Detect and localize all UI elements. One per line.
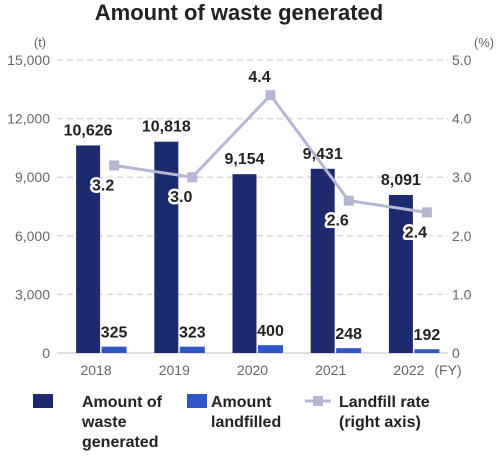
x-tick-label: 2022: [393, 362, 424, 378]
landfill-rate-label-halo: 2.4: [405, 224, 427, 241]
bars: 10,62632510,8183239,1544009,4312488,0911…: [64, 119, 441, 353]
landfilled-bar: [101, 346, 127, 353]
legend-swatch: [33, 394, 53, 408]
legend-label: Amount of waste generated: [81, 394, 163, 451]
landfill-rate-label: 3.0: [170, 189, 192, 206]
waste-generated-label: 9,154: [224, 151, 264, 168]
x-tick-label: 2019: [159, 362, 190, 378]
legend: Amount of waste generated Amount landfilled L…: [33, 394, 430, 451]
waste-generated-label: 8,091: [381, 172, 421, 189]
waste-generated-label: 10,818: [142, 119, 191, 136]
legend-swatch: [187, 394, 207, 408]
landfill-rate-marker: [421, 207, 432, 218]
waste-generated-label: 10,626: [64, 122, 113, 139]
left-axis-unit: (t): [34, 35, 46, 50]
right-tick-label: 4.0: [452, 111, 472, 127]
waste-generated-bar: [154, 141, 179, 353]
legend-label-line: generated: [82, 434, 158, 451]
legend-label-line: waste: [81, 414, 127, 431]
landfilled-bar: [414, 349, 440, 353]
landfilled-label: 192: [414, 327, 441, 344]
legend-label-line: (right axis): [339, 414, 421, 431]
landfilled-bar: [179, 346, 205, 353]
landfill-rate-marker: [343, 195, 354, 206]
landfill-rate-marker: [265, 90, 276, 101]
x-tick-label: 2018: [81, 362, 112, 378]
waste-generated-bar: [232, 174, 257, 353]
right-tick-label: 1.0: [452, 286, 472, 302]
landfill-rate-label: 3.2: [92, 177, 114, 194]
legend-label-line: Amount of: [82, 394, 163, 411]
landfill-rate-label-halo: 3.2: [92, 177, 114, 194]
legend-label-line: Amount: [211, 394, 272, 411]
left-tick-label: 6,000: [15, 228, 50, 244]
landfilled-bar: [336, 348, 362, 353]
left-axis-ticks: 0 3,000 6,000 9,000 12,000 15,000: [7, 52, 50, 361]
landfilled-label: 323: [179, 325, 206, 342]
landfill-rate-label-halo: 2.6: [327, 213, 349, 230]
x-axis-ticks: 2018 2019 2020 2021 2022: [81, 362, 425, 378]
landfill-rate-label: 4.4: [248, 69, 270, 86]
legend-label-line: Landfill rate: [339, 394, 430, 411]
waste-generated-bar: [388, 194, 413, 353]
landfill-rate-label-halo: 4.4: [248, 69, 270, 86]
landfill-rate-label: 2.6: [327, 213, 349, 230]
waste-generated-bar: [310, 168, 335, 353]
x-tick-label: 2021: [315, 362, 346, 378]
right-axis-unit: (%): [474, 35, 494, 50]
waste-generated-bar: [76, 145, 101, 353]
left-tick-label: 9,000: [15, 169, 50, 185]
legend-label: Landfill rate (right axis): [339, 394, 430, 431]
legend-label: Amount landfilled: [211, 394, 281, 431]
right-tick-label: 2.0: [452, 228, 472, 244]
right-axis-ticks: 0 1.0 2.0 3.0 4.0 5.0: [452, 52, 472, 361]
chart-title: Amount of waste generated: [95, 0, 383, 25]
x-tick-label: 2020: [237, 362, 268, 378]
left-tick-label: 15,000: [7, 52, 50, 68]
x-axis-unit: (FY): [434, 362, 461, 378]
landfilled-bar: [258, 345, 283, 353]
legend-label-line: landfilled: [211, 414, 281, 431]
landfill-rate-label-halo: 3.0: [170, 189, 192, 206]
landfill-rate-line: 3.23.23.03.04.44.42.62.62.42.4: [89, 67, 432, 244]
right-tick-label: 5.0: [452, 52, 472, 68]
right-tick-label: 0: [452, 345, 460, 361]
legend-marker-swatch: [313, 396, 323, 406]
left-tick-label: 0: [42, 345, 50, 361]
landfill-rate-label: 2.4: [405, 224, 427, 241]
landfill-rate-marker: [109, 160, 120, 171]
landfilled-label: 400: [257, 323, 284, 340]
landfilled-label: 325: [101, 325, 128, 342]
left-tick-label: 12,000: [7, 111, 50, 127]
landfill-rate-marker: [187, 172, 198, 183]
left-tick-label: 3,000: [15, 286, 50, 302]
landfilled-label: 248: [335, 326, 362, 343]
right-tick-label: 3.0: [452, 169, 472, 185]
